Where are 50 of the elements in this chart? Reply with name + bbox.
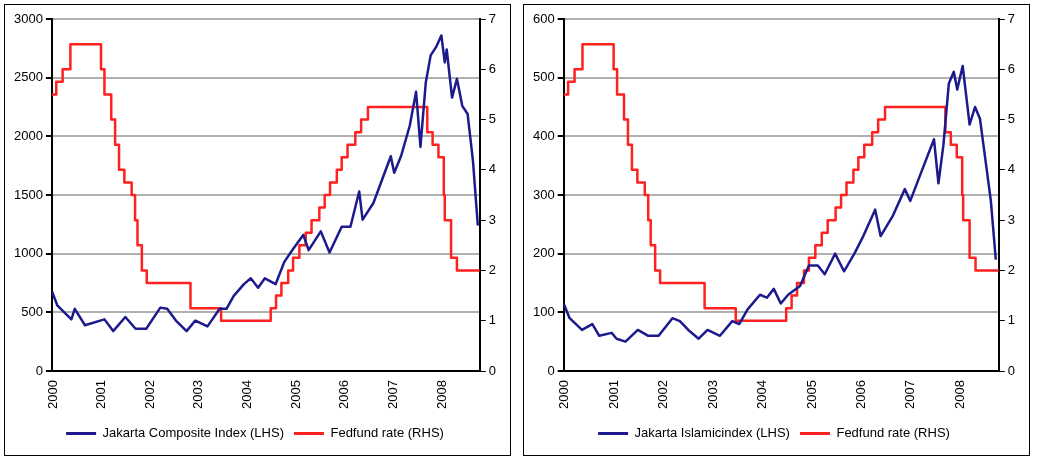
y2-tick-label: 4 bbox=[1007, 161, 1015, 177]
y2-tick-label: 2 bbox=[488, 262, 496, 278]
y-tick-label: 0 bbox=[35, 362, 43, 378]
x-tick-label: 2005 bbox=[803, 380, 819, 409]
y-tick-label: 600 bbox=[532, 10, 555, 26]
y2-tick-label: 7 bbox=[488, 10, 496, 26]
x-tick-label: 2008 bbox=[433, 380, 449, 409]
y-tick-label: 2500 bbox=[14, 69, 43, 85]
y-tick-label: 1000 bbox=[14, 245, 43, 261]
y-tick-label: 400 bbox=[532, 127, 555, 143]
y-tick-label: 100 bbox=[532, 303, 555, 319]
x-tick-label: 2003 bbox=[190, 380, 206, 409]
y2-tick-label: 6 bbox=[488, 60, 496, 76]
y-tick-label: 500 bbox=[532, 69, 555, 85]
x-tick-label: 2001 bbox=[605, 380, 621, 409]
x-tick-label: 2004 bbox=[754, 380, 770, 409]
y-tick-label: 200 bbox=[532, 245, 555, 261]
y-tick-label: 0 bbox=[547, 362, 555, 378]
x-tick-label: 2008 bbox=[951, 380, 967, 409]
x-tick-label: 2003 bbox=[704, 380, 720, 409]
y2-tick-label: 2 bbox=[1007, 262, 1015, 278]
y2-tick-label: 0 bbox=[1007, 362, 1015, 378]
y2-tick-label: 3 bbox=[488, 211, 496, 227]
legend-label: Jakarta Islamicindex (LHS) bbox=[634, 425, 790, 441]
y2-tick-label: 0 bbox=[488, 362, 496, 378]
legend-label: Fedfund rate (RHS) bbox=[330, 425, 444, 441]
x-tick-label: 2007 bbox=[902, 380, 918, 409]
y2-tick-label: 3 bbox=[1007, 211, 1015, 227]
y-tick-label: 3000 bbox=[14, 10, 43, 26]
y-tick-label: 500 bbox=[21, 303, 43, 319]
x-tick-label: 2001 bbox=[93, 380, 109, 409]
x-tick-label: 2002 bbox=[141, 380, 157, 409]
legend-label: Jakarta Composite Index (LHS) bbox=[102, 425, 284, 441]
y-tick-label: 1500 bbox=[14, 186, 43, 202]
x-tick-label: 2002 bbox=[655, 380, 671, 409]
x-tick-label: 2007 bbox=[384, 380, 400, 409]
y2-tick-label: 5 bbox=[488, 111, 496, 127]
y2-tick-label: 1 bbox=[1007, 312, 1015, 328]
y2-tick-label: 1 bbox=[488, 312, 496, 328]
legend-label: Fedfund rate (RHS) bbox=[836, 425, 950, 441]
y2-tick-label: 5 bbox=[1007, 111, 1015, 127]
y2-tick-label: 7 bbox=[1007, 10, 1015, 26]
y-tick-label: 2000 bbox=[14, 127, 43, 143]
x-tick-label: 2005 bbox=[287, 380, 303, 409]
y2-tick-label: 4 bbox=[488, 161, 496, 177]
x-tick-label: 2004 bbox=[239, 380, 255, 409]
x-tick-label: 2006 bbox=[336, 380, 352, 409]
x-tick-label: 2006 bbox=[853, 380, 869, 409]
y2-tick-label: 6 bbox=[1007, 60, 1015, 76]
y-tick-label: 300 bbox=[532, 186, 555, 202]
